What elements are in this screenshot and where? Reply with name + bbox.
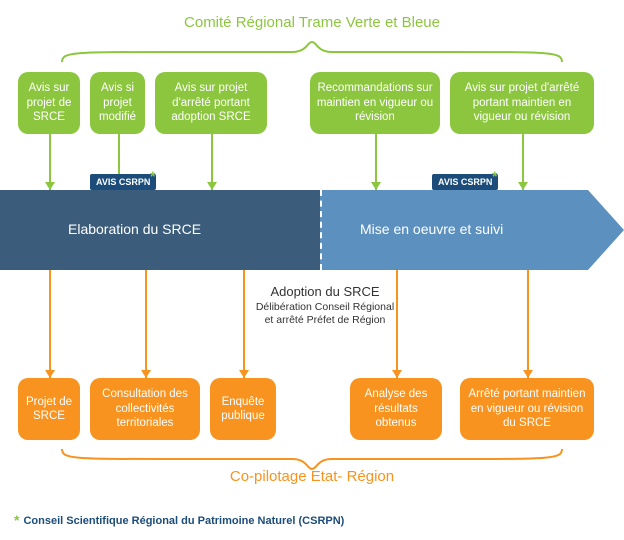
- green-box: Avis sur projet de SRCE: [18, 72, 80, 134]
- orange-connector: [243, 270, 245, 378]
- green-connector: [49, 134, 51, 190]
- bottom-title: Co-pilotage Etat- Région: [0, 468, 624, 485]
- green-box: Avis sur projet d'arrêté portant maintie…: [450, 72, 594, 134]
- asterisk-icon: *: [150, 168, 155, 184]
- footnote: * Conseil Scientifique Régional du Patrim…: [14, 512, 344, 528]
- orange-box: Projet de SRCE: [18, 378, 80, 440]
- green-connector: [375, 134, 377, 190]
- adoption-block: Adoption du SRCE Délibération Conseil Ré…: [235, 284, 415, 326]
- orange-connector: [527, 270, 529, 378]
- orange-connector: [145, 270, 147, 378]
- brace-top: [52, 38, 572, 66]
- green-connector: [211, 134, 213, 190]
- phase-separator: [320, 190, 322, 270]
- green-connector: [522, 134, 524, 190]
- asterisk-icon: *: [492, 168, 497, 184]
- orange-box: Analyse des résultats obtenus: [350, 378, 442, 440]
- green-box: Avis sur projet d'arrêté portant adoptio…: [155, 72, 267, 134]
- adoption-sub1: Délibération Conseil Régional: [235, 301, 415, 314]
- phase-1-label: Elaboration du SRCE: [68, 221, 201, 237]
- csrpn-badge: AVIS CSRPN: [90, 174, 156, 190]
- adoption-sub2: et arrêté Préfet de Région: [235, 314, 415, 327]
- top-title: Comité Régional Trame Verte et Bleue: [0, 14, 624, 31]
- phase-2-label: Mise en oeuvre et suivi: [360, 221, 503, 237]
- orange-connector: [396, 270, 398, 378]
- orange-box: Enquête publique: [210, 378, 276, 440]
- orange-connector: [49, 270, 51, 378]
- footnote-text: Conseil Scientifique Régional du Patrimo…: [23, 515, 344, 527]
- green-box: Recommandations sur maintien en vigueur …: [310, 72, 440, 134]
- csrpn-badge: AVIS CSRPN: [432, 174, 498, 190]
- orange-box: Arrêté portant maintien en vigueur ou ré…: [460, 378, 594, 440]
- green-box: Avis si projet modifié: [90, 72, 145, 134]
- orange-box: Consultation des collectivités territori…: [90, 378, 200, 440]
- adoption-title: Adoption du SRCE: [235, 284, 415, 299]
- footnote-star: *: [14, 512, 19, 528]
